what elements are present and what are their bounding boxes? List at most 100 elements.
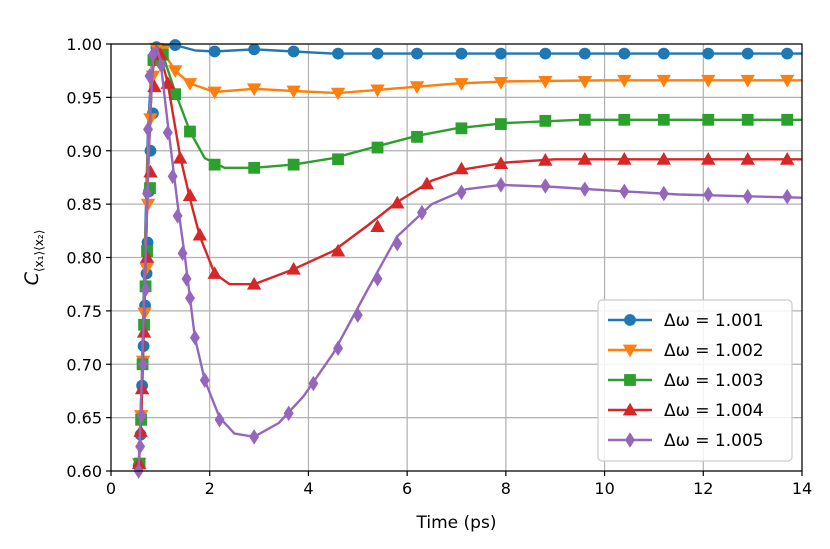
data-point <box>172 150 188 164</box>
data-point <box>370 219 385 232</box>
data-point <box>540 178 551 194</box>
data-point <box>454 161 469 175</box>
data-point <box>208 158 221 171</box>
data-point <box>192 227 208 241</box>
data-point <box>189 329 200 346</box>
data-point <box>455 122 468 135</box>
legend: Δω = 1.001 Δω = 1.002 Δω = 1.003 Δω = 1.004… <box>597 299 793 462</box>
x-tick-label: 4 <box>303 479 313 498</box>
data-point <box>142 185 153 202</box>
data-point <box>390 195 405 209</box>
data-point <box>144 68 155 84</box>
data-point <box>332 47 344 60</box>
data-point <box>656 151 671 165</box>
data-point <box>702 113 715 126</box>
data-point <box>135 438 146 455</box>
x-tick-label: 14 <box>792 479 812 498</box>
y-tick-label: 1.00 <box>66 35 102 54</box>
data-point <box>248 161 261 174</box>
data-point <box>147 46 158 63</box>
data-point <box>740 151 755 165</box>
legend-label: Δω = 1.001 <box>664 311 764 331</box>
data-point <box>144 144 157 157</box>
data-point <box>181 271 192 287</box>
y-axis-label-subscript: ⟨x₁⟩⟨x₂⟩ <box>32 230 46 273</box>
data-point <box>618 47 631 60</box>
data-point <box>740 74 755 88</box>
data-point <box>702 47 715 60</box>
data-point <box>332 153 344 166</box>
data-point <box>214 412 225 428</box>
data-point <box>352 307 363 323</box>
data-point <box>370 84 385 98</box>
data-point <box>167 65 183 79</box>
legend-label: Δω = 1.002 <box>664 341 764 361</box>
data-point <box>411 130 423 143</box>
data-point <box>456 184 467 201</box>
legend-marker <box>624 374 636 386</box>
data-point <box>701 74 716 88</box>
data-point <box>139 250 155 263</box>
legend-marker <box>622 344 638 358</box>
data-point <box>780 151 795 165</box>
legend-label: Δω = 1.005 <box>664 431 764 451</box>
data-point <box>138 356 149 372</box>
data-point <box>182 188 198 201</box>
x-tick-label: 0 <box>106 479 116 498</box>
x-tick-label: 10 <box>594 479 614 498</box>
data-point <box>140 281 151 298</box>
data-point <box>538 153 553 166</box>
data-point <box>493 156 509 169</box>
legend-label: Δω = 1.003 <box>664 371 764 391</box>
legend-marker <box>625 432 635 448</box>
data-point <box>539 114 552 127</box>
legend-item: Δω = 1.002 <box>608 341 764 361</box>
data-point <box>493 77 509 90</box>
data-point <box>782 188 793 205</box>
data-point <box>333 340 344 356</box>
legend-item: Δω = 1.003 <box>608 371 764 391</box>
data-point <box>416 204 427 221</box>
data-point <box>249 429 260 445</box>
data-point <box>538 75 553 89</box>
data-point <box>495 47 507 60</box>
data-point <box>182 78 198 91</box>
data-point <box>372 271 383 287</box>
data-point <box>184 125 196 138</box>
legend-marker <box>622 402 638 416</box>
data-point <box>617 74 632 88</box>
data-point <box>207 86 222 100</box>
data-point <box>177 245 188 261</box>
data-point <box>455 47 468 60</box>
series-5 <box>133 44 802 479</box>
y-tick-label: 0.75 <box>66 302 102 321</box>
data-point <box>287 158 300 171</box>
data-point <box>781 113 794 126</box>
data-point <box>578 113 591 126</box>
data-point <box>495 118 507 130</box>
y-tick-label: 0.80 <box>66 249 102 268</box>
data-point <box>283 405 294 422</box>
data-point <box>454 78 469 91</box>
data-point <box>781 47 794 60</box>
x-tick-label: 12 <box>693 479 713 498</box>
data-point <box>411 47 423 60</box>
data-point <box>741 47 754 60</box>
data-point <box>619 183 630 200</box>
data-point <box>286 85 301 99</box>
data-point <box>701 151 716 165</box>
legend-item: Δω = 1.004 <box>608 401 764 421</box>
x-tick-label: 8 <box>501 479 511 498</box>
x-tick-label: 2 <box>205 479 215 498</box>
data-point <box>167 168 178 185</box>
data-point <box>248 43 261 56</box>
data-point <box>419 176 435 190</box>
x-axis-label: Time (ps) <box>416 513 497 533</box>
data-point <box>656 74 671 88</box>
data-point <box>657 113 670 126</box>
data-point <box>169 39 182 51</box>
legend-label: Δω = 1.004 <box>664 401 764 421</box>
y-tick-label: 0.70 <box>66 355 102 374</box>
data-point <box>579 181 590 197</box>
